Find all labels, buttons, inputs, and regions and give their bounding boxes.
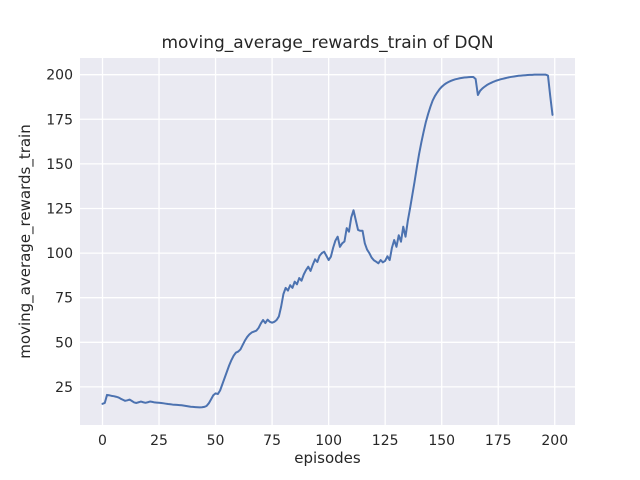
x-tick-label: 125 (372, 433, 399, 449)
y-tick-label: 150 (46, 157, 73, 173)
x-tick-label: 75 (263, 433, 281, 449)
x-tick-label: 0 (98, 433, 107, 449)
y-tick-label: 125 (46, 201, 73, 217)
y-tick-label: 25 (55, 380, 73, 396)
y-tick-label: 100 (46, 246, 73, 262)
y-tick-label: 175 (46, 112, 73, 128)
x-tick-label: 150 (428, 433, 455, 449)
x-axis-label: episodes (294, 449, 361, 467)
x-tick-label: 25 (150, 433, 168, 449)
y-tick-labels: 25 50 75 100 125 150 175 200 (46, 68, 73, 396)
x-tick-labels: 0 25 50 75 100 125 150 175 200 (98, 433, 568, 449)
gridlines (80, 58, 575, 425)
reward-line (101, 73, 554, 409)
x-tick-label: 200 (541, 433, 568, 449)
y-tick-label: 75 (55, 291, 73, 307)
y-tick-label: 50 (55, 335, 73, 351)
x-tick-label: 175 (485, 433, 512, 449)
plot-area (80, 58, 575, 425)
x-tick-label: 50 (207, 433, 225, 449)
x-tick-label: 100 (315, 433, 342, 449)
chart-title: moving_average_rewards_train of DQN (161, 33, 493, 53)
y-axis-label: moving_average_rewards_train (16, 124, 35, 358)
y-tick-label: 200 (46, 68, 73, 84)
